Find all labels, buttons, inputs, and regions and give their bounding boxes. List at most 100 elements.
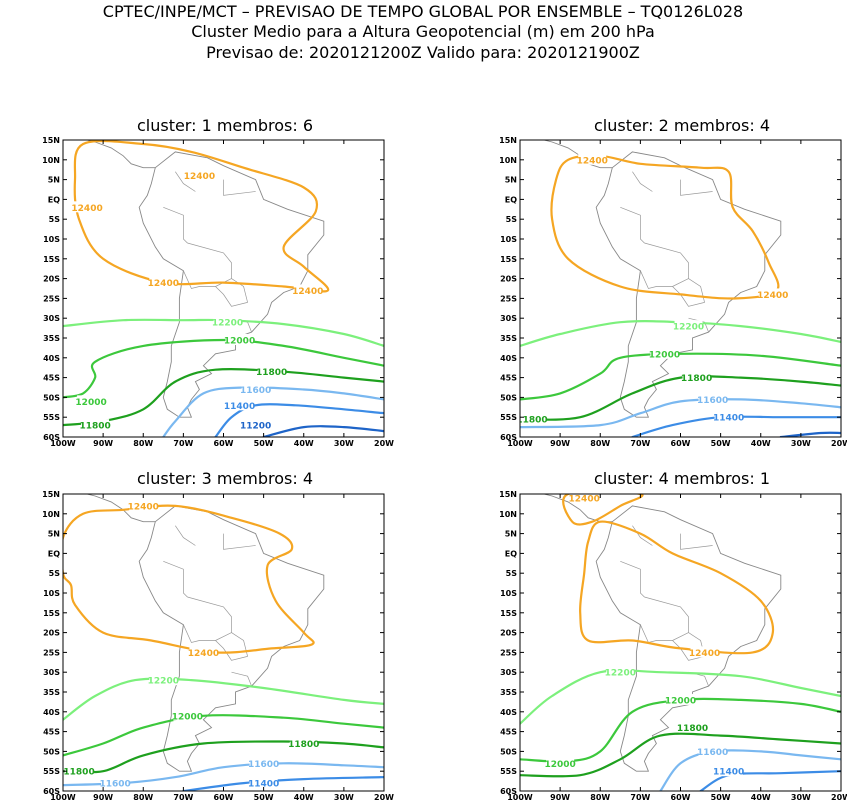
coastline <box>138 151 325 418</box>
lat-tick-label: 15N <box>499 490 517 499</box>
contour-12200 <box>63 677 384 721</box>
contour-label-12200: 12200 <box>605 669 636 679</box>
lat-tick-label: 55S <box>43 413 60 422</box>
contour-label-12000: 12000 <box>649 350 680 360</box>
lon-tick-label: 70W <box>173 793 193 802</box>
coastline-africa <box>383 151 384 169</box>
lat-tick-label: 10S <box>500 589 517 598</box>
country-border <box>672 286 705 307</box>
lat-tick-label: 15S <box>500 255 517 264</box>
lon-tick-label: 30W <box>334 793 354 802</box>
contour-label-bg <box>189 646 218 658</box>
country-border <box>215 286 248 307</box>
lon-tick-label: 20W <box>374 793 394 802</box>
contour-label-bg <box>249 777 278 789</box>
coastline-africa <box>383 505 384 523</box>
lat-tick-label: EQ <box>48 549 60 558</box>
contour-label-12400: 12400 <box>292 287 323 297</box>
contour-label-11400: 11400 <box>248 780 279 790</box>
panel-2: cluster: 2 membros: 4 12400 12400 12200 120… <box>499 116 847 448</box>
panel-4-plot: 12400 12400 12200 12000 12000 11800 11600 11400… <box>499 490 847 802</box>
lon-tick-label: 70W <box>630 439 650 448</box>
country-border <box>223 533 256 550</box>
lat-tick-label: 35S <box>43 688 60 697</box>
contour-label-bg <box>758 288 787 300</box>
contour-11200 <box>262 425 384 437</box>
lon-tick-label: 50W <box>711 793 731 802</box>
contour-label-bg <box>241 419 270 431</box>
contour-label-12400: 12400 <box>148 279 179 289</box>
contour-label-bg <box>77 395 106 407</box>
lat-tick-label: 50S <box>500 747 517 756</box>
lat-tick-label: 35S <box>43 334 60 343</box>
coastline-central-america <box>542 140 613 169</box>
lat-tick-label: 20S <box>500 629 517 638</box>
contour-11400 <box>214 403 384 437</box>
country-border <box>163 560 188 598</box>
contour-11800 <box>520 375 841 421</box>
lat-tick-label: EQ <box>48 195 60 204</box>
lat-tick-label: 55S <box>43 767 60 776</box>
header-line-1: CPTEC/INPE/MCT – PREVISAO DE TEMPO GLOBA… <box>103 2 743 21</box>
lon-tick-label: 60W <box>671 793 691 802</box>
lat-tick-label: 30S <box>500 314 517 323</box>
contour-label-11800: 11800 <box>677 724 708 734</box>
contour-label-bg <box>650 347 679 359</box>
contour-label-bg <box>690 646 719 658</box>
contour-label-12400: 12400 <box>71 204 102 214</box>
panel-2-plot: 12400 12400 12200 12000 11800 11800 11600 11400… <box>499 136 847 448</box>
lon-tick-label: 60W <box>214 793 234 802</box>
contour-label-bg <box>293 284 322 296</box>
contour-label-bg <box>129 499 158 511</box>
lon-tick-label: 90W <box>93 793 113 802</box>
contour-label-12000: 12000 <box>224 336 255 346</box>
country-border <box>175 171 196 192</box>
country-border <box>163 206 188 244</box>
coastline-africa <box>840 505 841 523</box>
country-border <box>644 596 705 657</box>
contour-label-bg <box>578 153 607 165</box>
lat-tick-label: 25S <box>500 648 517 657</box>
contour-label-12400: 12400 <box>188 649 219 659</box>
lat-tick-label: 5N <box>48 530 60 539</box>
contour-label-12400: 12400 <box>577 156 608 166</box>
contour-label-11600: 11600 <box>697 748 728 758</box>
country-border <box>183 270 232 289</box>
lat-tick-label: 10N <box>42 510 60 519</box>
lon-tick-label: 80W <box>133 439 153 448</box>
contour-label-11600: 11600 <box>100 780 131 790</box>
contour-label-11800: 11800 <box>63 768 94 778</box>
lon-tick-label: 100W <box>507 793 533 802</box>
lat-tick-label: 40S <box>500 354 517 363</box>
lat-tick-label: 10S <box>43 589 60 598</box>
contour-label-12400: 12400 <box>128 502 159 512</box>
contour-12000 <box>63 338 384 399</box>
contour-11600 <box>162 386 384 437</box>
contour-label-bg <box>698 393 727 405</box>
lat-tick-label: 35S <box>500 688 517 697</box>
panel-1: cluster: 1 membros: 6 124001240012400124… <box>42 116 394 448</box>
lat-tick-label: 5S <box>506 569 518 578</box>
contour-12400 <box>562 494 644 526</box>
lat-tick-label: 35S <box>500 334 517 343</box>
lon-tick-label: 60W <box>214 439 234 448</box>
lat-tick-label: 25S <box>500 294 517 303</box>
lon-tick-label: 30W <box>334 439 354 448</box>
contour-label-12000: 12000 <box>665 696 696 706</box>
contour-12400 <box>73 140 330 293</box>
coastline-central-america <box>85 494 156 523</box>
lat-tick-label: 20S <box>500 275 517 284</box>
contour-label-12200: 12200 <box>673 323 704 333</box>
contour-11200 <box>779 431 841 437</box>
lat-tick-label: 20S <box>43 629 60 638</box>
lat-tick-label: 60S <box>500 787 517 796</box>
panel-4-title: cluster: 4 membros: 1 <box>594 469 770 488</box>
contour-label-bg <box>714 411 743 423</box>
lat-tick-label: 40S <box>500 708 517 717</box>
lon-tick-label: 70W <box>630 793 650 802</box>
lat-tick-label: 10N <box>499 156 517 165</box>
contour-11800 <box>63 368 384 427</box>
contour-label-bg <box>149 674 178 686</box>
contour-12400 <box>63 504 315 654</box>
